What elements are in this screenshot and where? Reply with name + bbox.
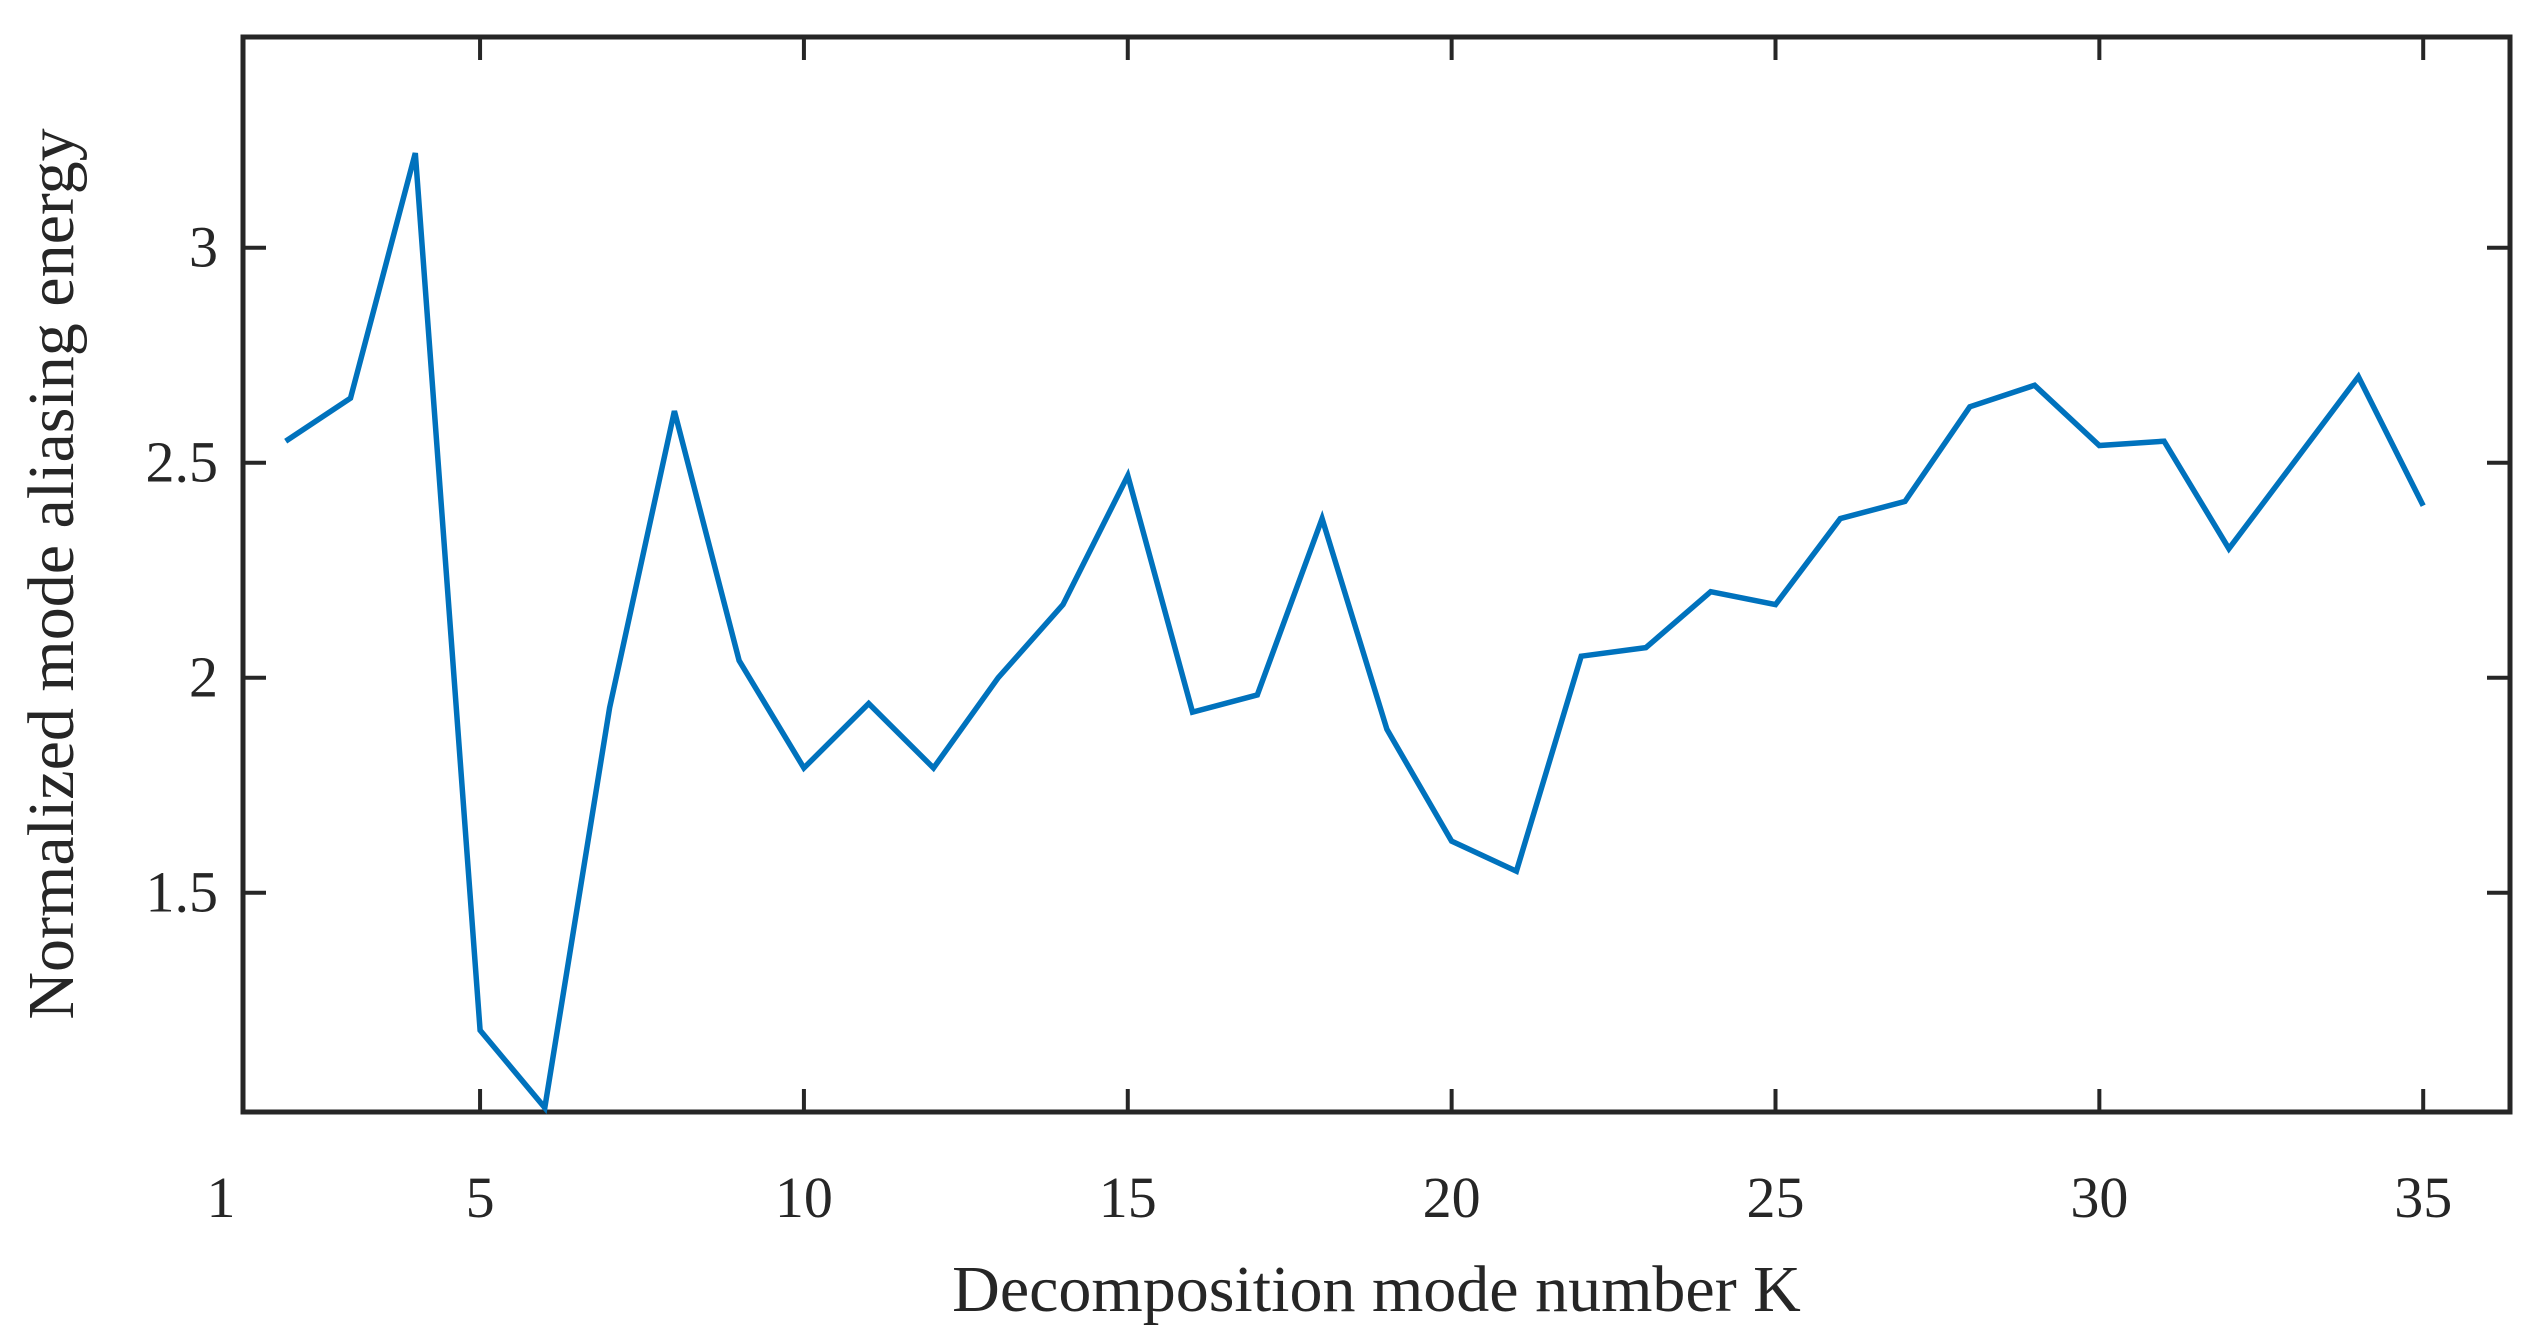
x-tick-label: 5 — [466, 1165, 495, 1230]
x-tick-label: 1 — [206, 1165, 235, 1230]
y-tick-label: 1.5 — [146, 860, 219, 925]
x-tick-label: 30 — [2070, 1165, 2128, 1230]
data-line-series — [284, 152, 2426, 1115]
y-tick-label: 3 — [189, 215, 218, 280]
y-tick-label: 2 — [189, 645, 218, 710]
x-tick-label: 25 — [1746, 1165, 1804, 1230]
y-axis-label: Normalized mode aliasing energy — [15, 128, 88, 1020]
plot-box — [240, 34, 2513, 1115]
x-tick-label: 10 — [775, 1165, 833, 1230]
x-axis-label: Decomposition mode number K — [952, 1253, 1801, 1326]
y-tick-label: 2.5 — [146, 430, 219, 495]
x-tick-label: 20 — [1423, 1165, 1481, 1230]
x-tick-label: 35 — [2394, 1165, 2452, 1230]
x-tick-label: 15 — [1099, 1165, 1157, 1230]
